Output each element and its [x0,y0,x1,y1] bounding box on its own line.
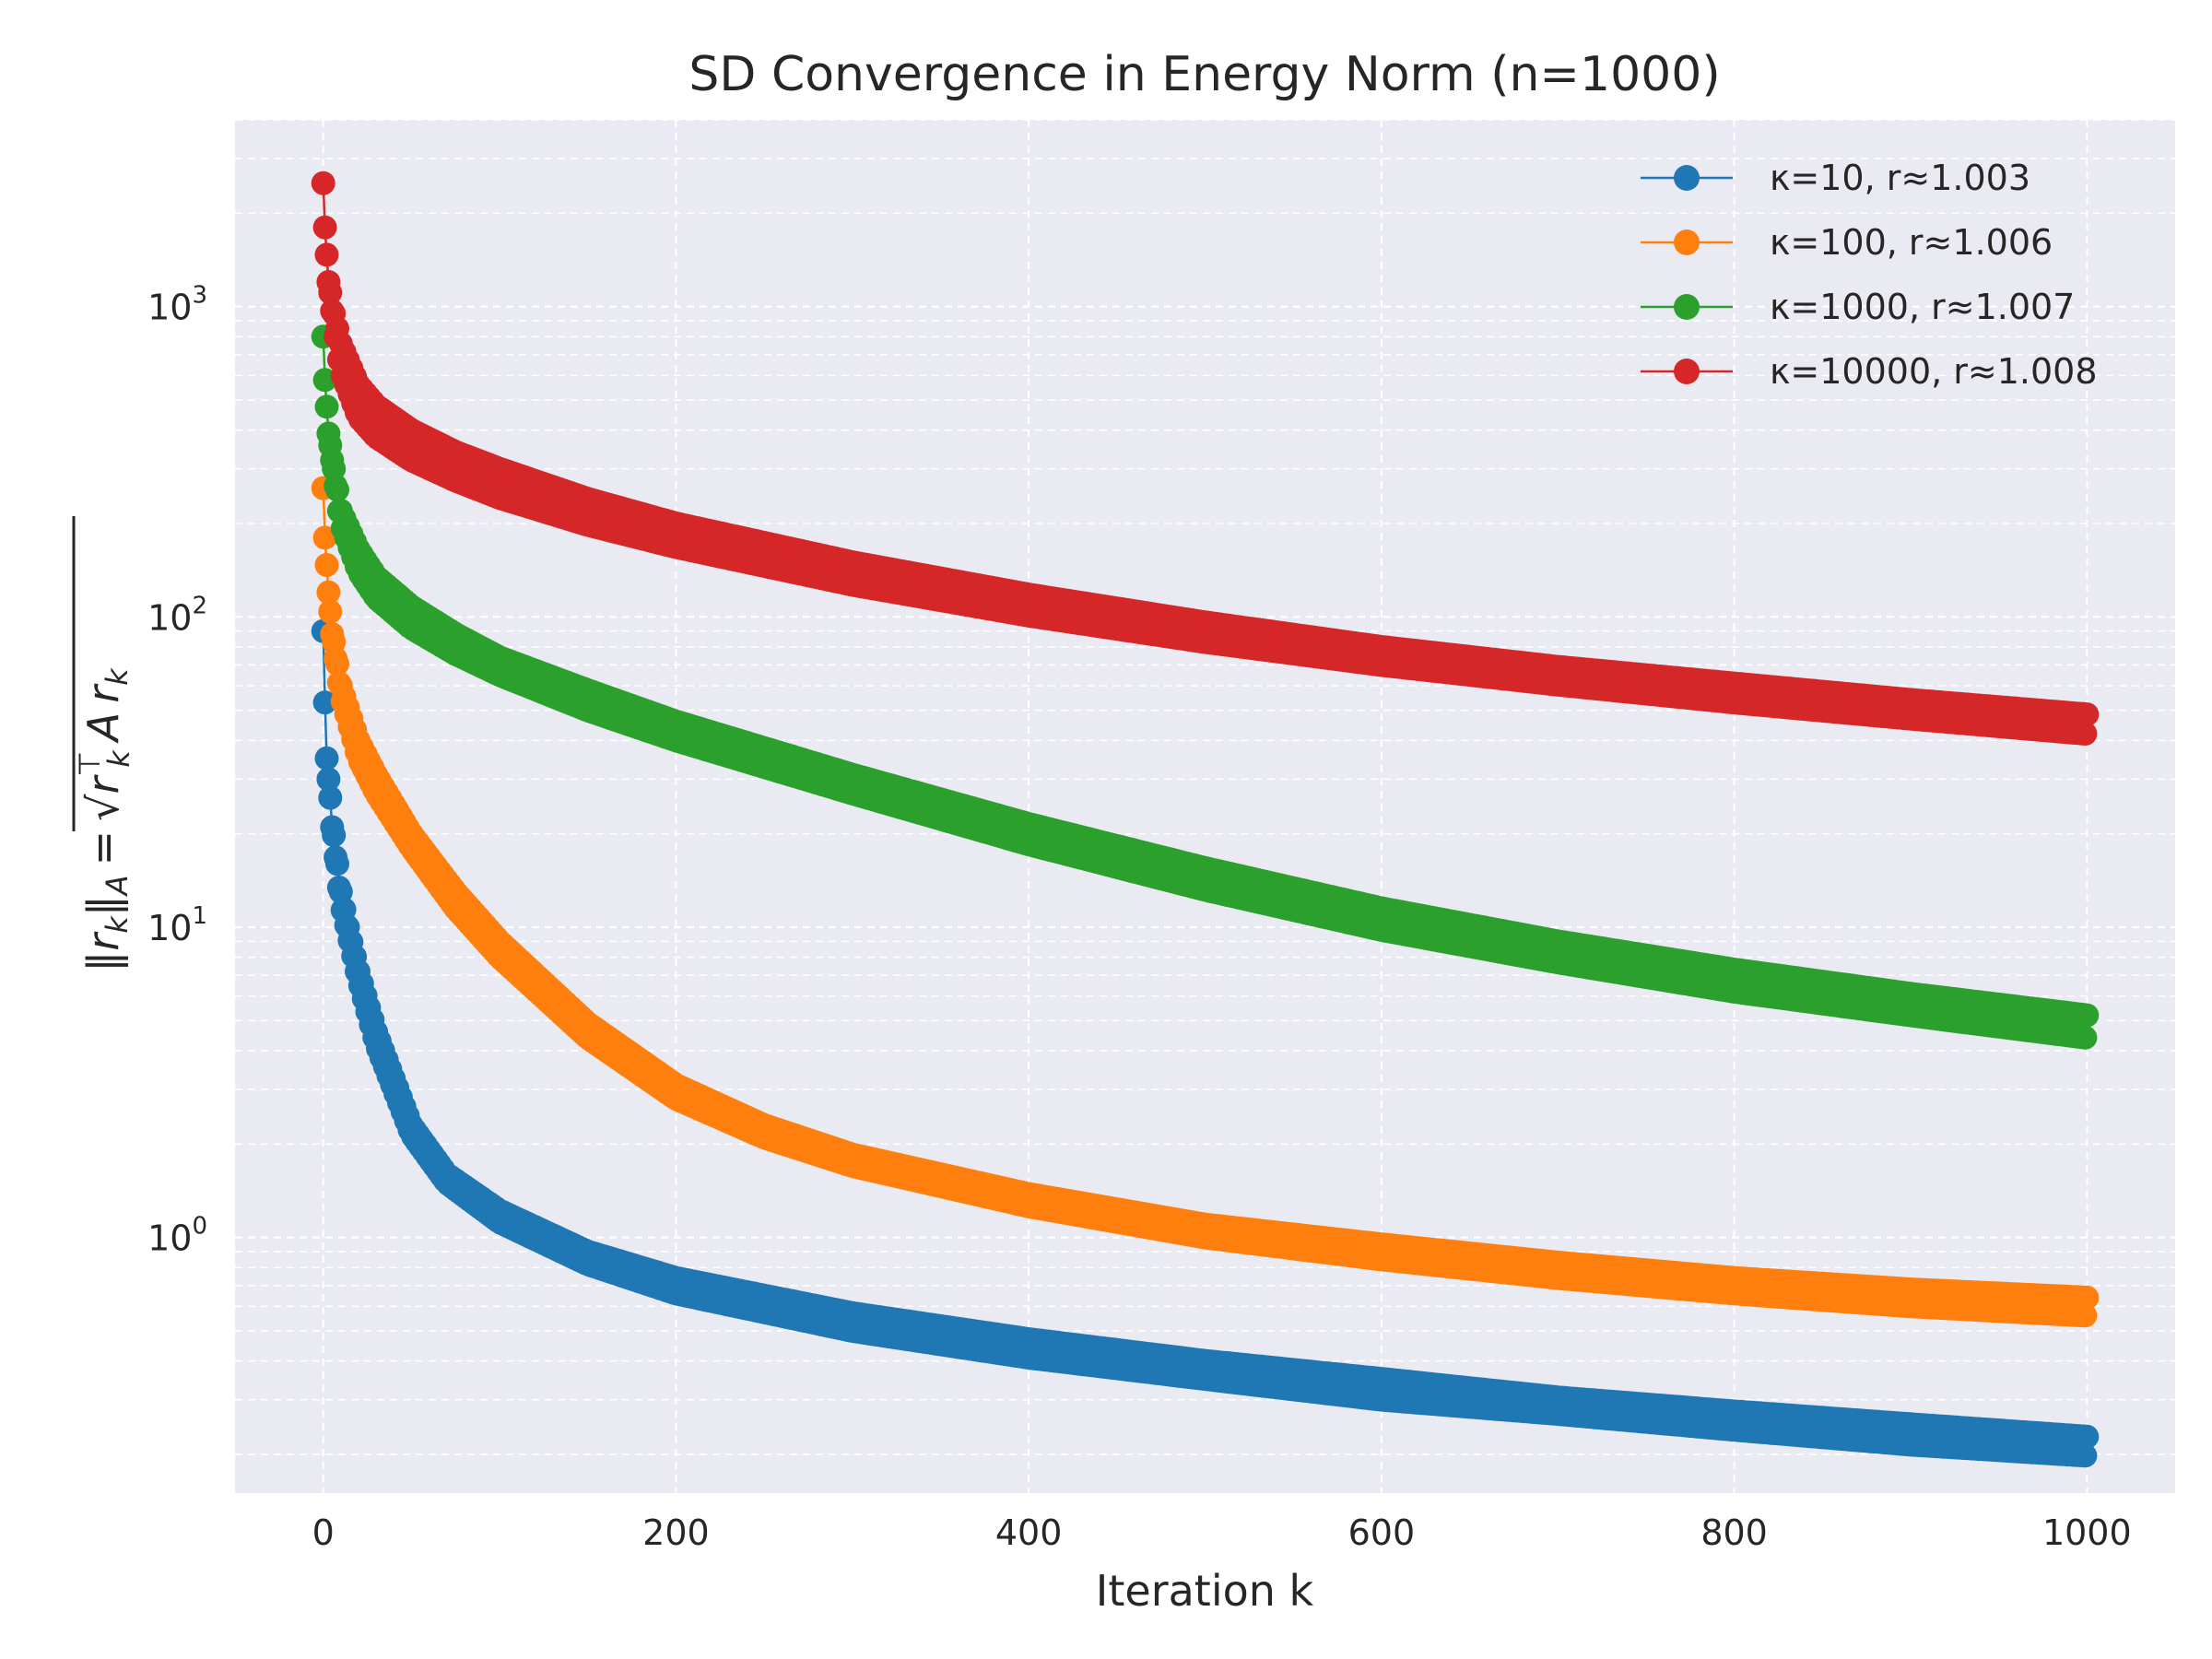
series-layer [311,171,2100,1468]
series-0-point-8 [325,852,349,877]
y-label-norm-open: ‖ [78,951,129,972]
y-label-rt: r [78,774,128,794]
y-label-transpose: ⊤ [72,751,107,777]
y-tick-exp-2: 2 [192,592,207,619]
series-2-point-999 [2073,1025,2098,1050]
legend-entry-3: κ=10000, r≈1.008 [1641,351,2098,392]
y-label-r2: r [78,683,128,703]
series-1-point-1000 [2075,1285,2100,1310]
y-tick-label-1: 101 [147,902,207,948]
y-label-sqrt: √ [78,794,128,821]
y-tick-base-0: 10 [147,1218,192,1259]
series-1-point-8 [325,652,349,677]
series-2 [311,324,2100,1050]
legend-label-1: κ=100, r≈1.006 [1770,222,2053,263]
series-1-point-999 [2073,1303,2098,1328]
series-0-point-999 [2073,1443,2098,1468]
legend-marker-0 [1674,165,1700,191]
x-tick-label-5: 1000 [2042,1512,2132,1553]
x-tick-label-2: 400 [995,1512,1063,1553]
y-label-norm-close: ‖ [78,895,129,916]
x-axis-label: Iteration k [1096,1566,1314,1616]
y-tick-base-3: 10 [147,288,192,328]
x-tick-label-0: 0 [312,1512,335,1553]
y-tick-label-2: 102 [147,592,207,638]
chart-title: SD Convergence in Energy Norm (n=1000) [688,47,1720,102]
y-tick-base-2: 10 [147,597,192,638]
y-tick-base-1: 10 [147,908,192,948]
x-tick-label-4: 800 [1700,1512,1768,1553]
series-0 [311,618,2100,1468]
legend-label-3: κ=10000, r≈1.008 [1770,351,2098,392]
legend-entry-1: κ=100, r≈1.006 [1641,222,2053,263]
series-3-point-4 [318,280,343,305]
y-tick-exp-1: 1 [192,902,207,930]
y-tick-exp-0: 0 [192,1213,207,1241]
legend: κ=10, r≈1.003 κ=100, r≈1.006 κ=1000, r≈1… [1641,158,2098,392]
series-3 [311,171,2100,746]
series-3-point-1000 [2075,702,2100,727]
series-2-point-2 [314,394,339,419]
legend-marker-2 [1674,294,1700,320]
y-label-r: r [78,931,128,951]
series-2-point-8 [325,477,349,502]
series-3-point-2 [314,242,339,267]
series-1-point-2 [314,553,339,577]
series-1-point-1 [312,525,337,550]
y-label-r2-sub: k [100,667,135,686]
y-label-rt-sub: k [101,749,136,768]
y-tick-label-3: 103 [147,282,207,328]
legend-marker-1 [1674,229,1700,255]
series-0-point-3 [316,767,341,792]
series-0-point-2 [314,746,339,771]
series-0-point-1000 [2075,1424,2100,1449]
series-0-point-6 [322,823,347,848]
legend-entry-2: κ=1000, r≈1.007 [1641,287,2075,327]
y-tick-label-0: 100 [147,1213,207,1259]
legend-entry-0: κ=10, r≈1.003 [1641,158,2030,198]
legend-marker-3 [1674,359,1700,384]
series-3-point-0 [311,171,335,195]
x-tick-label-1: 200 [642,1512,710,1553]
y-label-norm-sub: A [100,875,135,897]
series-1-point-4 [318,599,343,624]
y-label-equals: = [78,830,128,866]
y-axis-label: ‖rk‖A=√r⊤kArk [72,516,136,972]
svg-text:‖rk‖A=√r⊤kArk: ‖rk‖A=√r⊤kArk [72,667,136,972]
y-label-r-sub: k [100,915,135,934]
series-1 [311,476,2100,1328]
legend-label-0: κ=10, r≈1.003 [1770,158,2030,198]
series-2-point-1000 [2075,1003,2100,1028]
series-1-point-3 [316,580,341,605]
y-label-matrix-a: A [78,712,128,744]
series-0-point-1 [312,690,337,715]
series-3-point-1 [312,215,337,240]
legend-label-2: κ=1000, r≈1.007 [1770,287,2075,327]
series-3-point-999 [2073,722,2098,746]
series-0-point-4 [318,785,343,810]
x-tick-label-3: 600 [1348,1512,1416,1553]
y-tick-exp-3: 3 [192,282,207,310]
plot-area [235,120,2175,1493]
